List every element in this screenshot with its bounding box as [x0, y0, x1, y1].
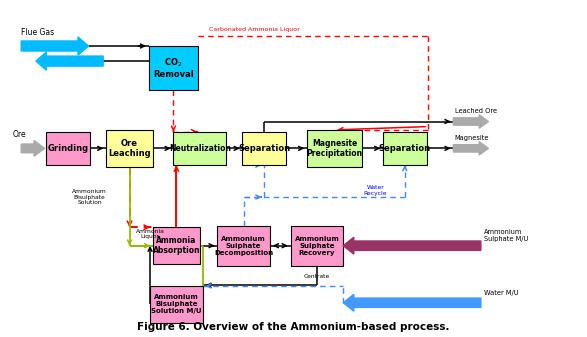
FancyBboxPatch shape — [150, 286, 203, 323]
FancyArrow shape — [21, 141, 45, 156]
Text: Ammonia
Absorption: Ammonia Absorption — [153, 236, 200, 255]
Text: Flue Gas: Flue Gas — [21, 28, 55, 37]
Text: Ammonium
Sulphate M/U: Ammonium Sulphate M/U — [484, 229, 528, 242]
Text: CO$_2$
Removal: CO$_2$ Removal — [153, 56, 194, 79]
FancyBboxPatch shape — [149, 46, 198, 90]
Text: Ore
Leaching: Ore Leaching — [108, 139, 151, 158]
FancyArrow shape — [36, 52, 103, 70]
Text: Figure 6. Overview of the Ammonium-based process.: Figure 6. Overview of the Ammonium-based… — [137, 322, 450, 332]
FancyBboxPatch shape — [217, 225, 270, 266]
Text: Ore: Ore — [12, 130, 26, 140]
FancyBboxPatch shape — [383, 131, 427, 165]
FancyArrow shape — [21, 37, 89, 55]
Text: Magnesite
Precipitation: Magnesite Precipitation — [306, 139, 363, 158]
Text: Ammonium
Bisulphate
Solution: Ammonium Bisulphate Solution — [72, 189, 107, 205]
Text: Ammonium
Bisulphate
Solution M/U: Ammonium Bisulphate Solution M/U — [151, 295, 201, 314]
Text: Ammonium
Sulphate
Recovery: Ammonium Sulphate Recovery — [295, 236, 339, 256]
Text: Leached Ore: Leached Ore — [454, 108, 497, 114]
Text: Neutralization: Neutralization — [169, 144, 231, 153]
Text: Water M/U: Water M/U — [484, 290, 518, 296]
FancyBboxPatch shape — [153, 227, 200, 264]
FancyBboxPatch shape — [306, 130, 362, 167]
FancyBboxPatch shape — [242, 131, 286, 165]
Text: Water
Recycle: Water Recycle — [364, 185, 387, 196]
FancyBboxPatch shape — [46, 131, 90, 165]
Text: Carbonated Ammonia Liquor: Carbonated Ammonia Liquor — [208, 27, 299, 32]
Text: Magnesite: Magnesite — [454, 135, 489, 141]
Text: Separation: Separation — [379, 144, 431, 153]
FancyArrow shape — [343, 237, 481, 254]
FancyArrow shape — [343, 294, 481, 311]
FancyBboxPatch shape — [106, 130, 153, 167]
Text: Separation: Separation — [238, 144, 291, 153]
Text: Grinding: Grinding — [48, 144, 89, 153]
FancyArrow shape — [453, 115, 488, 128]
Text: Ammonia
Liquor: Ammonia Liquor — [136, 228, 164, 239]
FancyBboxPatch shape — [291, 225, 343, 266]
FancyBboxPatch shape — [173, 131, 226, 165]
Text: Centrate: Centrate — [304, 274, 330, 279]
FancyArrow shape — [453, 142, 488, 155]
Text: Ammonium
Sulphate
Decomposition: Ammonium Sulphate Decomposition — [214, 236, 274, 256]
